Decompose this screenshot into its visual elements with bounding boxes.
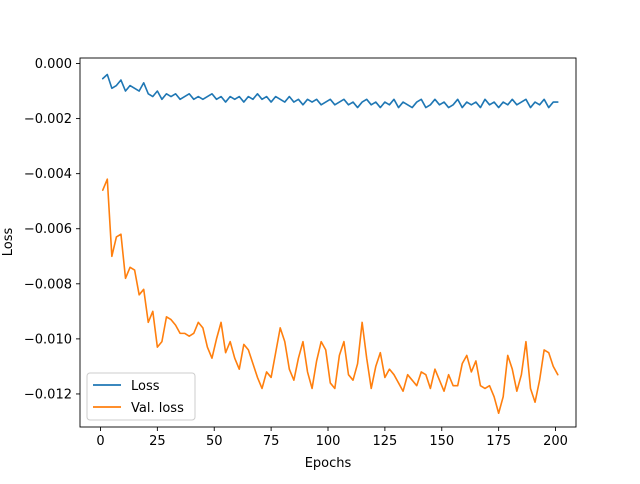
legend-label-val-loss: Val. loss — [131, 401, 184, 416]
y-tick-label: −0.004 — [24, 167, 72, 182]
series-line-loss — [101, 73, 559, 109]
y-axis-ticks: 0.000 −0.002 −0.004 −0.006 −0.008 −0.010 −0.01… — [24, 57, 80, 402]
legend-label-loss: Loss — [131, 379, 160, 394]
x-tick-label: 200 — [543, 434, 568, 449]
x-tick-label: 0 — [96, 434, 104, 449]
x-tick-label: 75 — [263, 434, 280, 449]
x-tick-label: 50 — [206, 434, 223, 449]
x-tick-label: 175 — [486, 434, 511, 449]
x-tick-label: 125 — [372, 434, 397, 449]
y-tick-label: −0.012 — [24, 387, 72, 402]
legend: Loss Val. loss — [86, 372, 196, 421]
series-line-val-loss — [101, 178, 559, 415]
y-axis-label: Loss — [1, 228, 16, 257]
y-tick-label: 0.000 — [35, 57, 72, 72]
y-tick-label: −0.002 — [24, 112, 72, 127]
x-axis-label: Epochs — [305, 456, 352, 471]
y-tick-label: −0.010 — [24, 332, 72, 347]
x-tick-label: 25 — [149, 434, 166, 449]
series-layer — [101, 73, 559, 415]
x-axis-ticks: 0 25 50 75 100 125 150 175 200 — [96, 427, 568, 449]
y-tick-label: −0.006 — [24, 222, 72, 237]
x-tick-label: 100 — [316, 434, 341, 449]
y-tick-label: −0.008 — [24, 277, 72, 292]
x-tick-label: 150 — [429, 434, 454, 449]
